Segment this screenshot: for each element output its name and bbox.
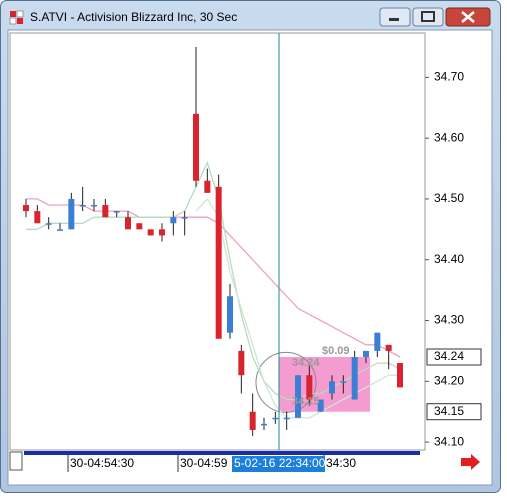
candle-body xyxy=(363,350,369,357)
candle-body xyxy=(102,205,109,218)
candle-body xyxy=(45,223,52,225)
candle-body xyxy=(283,417,290,420)
candle-body xyxy=(249,411,256,430)
x-tick-label: 30-04:59 xyxy=(180,456,228,470)
y-tick-label: 34.10 xyxy=(434,434,464,448)
cursor-tag-label: 5-02-16 22:34:00 xyxy=(234,456,326,470)
candle-body xyxy=(23,205,29,212)
scrollbar[interactable] xyxy=(24,451,420,455)
candle-body xyxy=(317,399,324,412)
cursor-tag xyxy=(232,456,325,472)
candle-body xyxy=(34,211,41,224)
candle-body xyxy=(91,205,97,207)
measure-delta: $0.09 xyxy=(322,345,350,357)
candle-body xyxy=(215,186,222,339)
candle-body xyxy=(68,198,75,230)
candle-body xyxy=(204,180,211,193)
y-tick-label: 34.40 xyxy=(434,252,464,266)
candle-body xyxy=(136,223,143,230)
scroll-box[interactable] xyxy=(9,451,23,471)
candle-body xyxy=(125,217,131,230)
y-tick-label: 34.70 xyxy=(434,70,464,84)
candle-body xyxy=(329,381,335,394)
ma-line xyxy=(26,160,401,401)
y-tick-label: 34.50 xyxy=(434,191,464,205)
candle-body xyxy=(385,344,392,351)
y-tick-label: 34.30 xyxy=(434,313,464,327)
candle-body xyxy=(261,423,267,426)
candle-body xyxy=(227,296,233,333)
candle-body xyxy=(181,217,188,219)
measure-bottom: 34.15 xyxy=(292,396,320,408)
y-tick-label: 34.20 xyxy=(434,373,464,387)
candle-body xyxy=(159,229,165,236)
x-tick-label: 34:30 xyxy=(326,456,356,470)
candle-body xyxy=(351,356,358,400)
scroll-right-arrow[interactable] xyxy=(461,454,480,470)
window-title: S.ATVI - Activision Blizzard Inc, 30 Sec xyxy=(30,10,237,24)
measure-circle xyxy=(255,351,317,413)
candle-body xyxy=(272,417,279,420)
price-tag-label: 34.24 xyxy=(434,349,464,363)
candle-body xyxy=(374,332,381,351)
y-tick-label: 34.60 xyxy=(434,130,464,144)
candle-body xyxy=(79,205,86,207)
close-button[interactable] xyxy=(445,7,491,27)
candle-body xyxy=(193,113,199,181)
minimize-button[interactable] xyxy=(379,7,411,27)
candle-body xyxy=(147,229,154,236)
ma-line xyxy=(26,198,401,358)
maximize-button[interactable] xyxy=(412,7,444,27)
candle-body xyxy=(306,375,313,400)
price-tag xyxy=(426,403,482,421)
candle-body xyxy=(238,350,245,376)
window-icon xyxy=(9,10,24,25)
candle-body xyxy=(57,229,63,231)
x-tick-label: 30-04:54:30 xyxy=(70,456,134,470)
candle-body xyxy=(340,381,347,383)
price-tag xyxy=(426,348,482,366)
measure-top: 34.24 xyxy=(292,357,320,369)
candle-body xyxy=(113,211,120,213)
candle-body xyxy=(295,375,301,418)
candle-body xyxy=(397,363,403,388)
ma-line xyxy=(195,197,400,419)
price-tag-label: 34.15 xyxy=(434,404,464,418)
candle-body xyxy=(170,217,177,224)
